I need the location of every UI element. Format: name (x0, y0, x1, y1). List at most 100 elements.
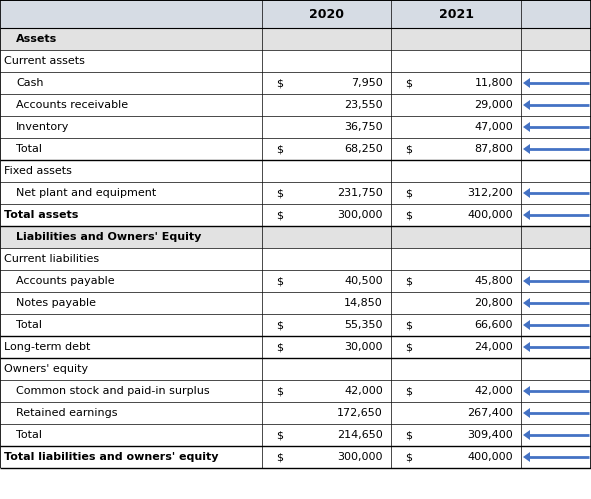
Bar (521, 402, 591, 424)
Bar (521, 446, 591, 468)
Text: Total liabilities and owners' equity: Total liabilities and owners' equity (4, 452, 219, 462)
Text: 309,400: 309,400 (467, 430, 513, 440)
Bar (521, 0, 591, 28)
Text: $: $ (276, 188, 283, 198)
Bar (391, 0, 521, 28)
Text: Assets: Assets (16, 34, 57, 44)
Bar (0, 424, 262, 446)
Text: 42,000: 42,000 (474, 386, 513, 396)
Bar (521, 380, 591, 402)
Polygon shape (523, 122, 530, 132)
Bar (0, 138, 262, 160)
Bar (391, 182, 521, 204)
Bar (0, 50, 262, 72)
Bar (391, 226, 521, 248)
Text: 40,500: 40,500 (345, 276, 383, 286)
Polygon shape (523, 342, 530, 352)
Bar (391, 72, 521, 94)
Text: $: $ (405, 342, 412, 352)
Text: Total: Total (16, 320, 42, 330)
Bar (521, 138, 591, 160)
Bar (262, 50, 391, 72)
Bar (262, 72, 391, 94)
Bar (0, 314, 262, 336)
Polygon shape (523, 78, 530, 88)
Text: Accounts payable: Accounts payable (16, 276, 115, 286)
Text: $: $ (405, 430, 412, 440)
Bar (521, 424, 591, 446)
Text: 29,000: 29,000 (474, 100, 513, 110)
Text: 400,000: 400,000 (467, 452, 513, 462)
Text: 23,550: 23,550 (345, 100, 383, 110)
Polygon shape (523, 100, 530, 110)
Bar (391, 204, 521, 226)
Bar (521, 314, 591, 336)
Text: Retained earnings: Retained earnings (16, 408, 118, 418)
Text: 231,750: 231,750 (337, 188, 383, 198)
Text: $: $ (276, 342, 283, 352)
Bar (391, 380, 521, 402)
Bar (262, 248, 391, 270)
Bar (262, 446, 391, 468)
Text: 30,000: 30,000 (345, 342, 383, 352)
Polygon shape (523, 320, 530, 330)
Text: 66,600: 66,600 (475, 320, 513, 330)
Text: $: $ (276, 452, 283, 462)
Bar (0, 160, 262, 182)
Text: Liabilities and Owners' Equity: Liabilities and Owners' Equity (16, 232, 202, 242)
Text: $: $ (405, 78, 412, 88)
Polygon shape (523, 386, 530, 396)
Text: $: $ (276, 430, 283, 440)
Text: 214,650: 214,650 (337, 430, 383, 440)
Bar (521, 182, 591, 204)
Text: Total: Total (16, 144, 42, 154)
Bar (521, 204, 591, 226)
Bar (521, 50, 591, 72)
Text: 2021: 2021 (439, 7, 473, 20)
Text: Owners' equity: Owners' equity (4, 364, 88, 374)
Bar (262, 424, 391, 446)
Text: 300,000: 300,000 (337, 452, 383, 462)
Text: 42,000: 42,000 (344, 386, 383, 396)
Bar (0, 270, 262, 292)
Polygon shape (523, 430, 530, 440)
Bar (391, 116, 521, 138)
Text: Cash: Cash (16, 78, 44, 88)
Polygon shape (523, 210, 530, 220)
Polygon shape (523, 188, 530, 198)
Text: $: $ (276, 210, 283, 220)
Polygon shape (523, 144, 530, 154)
Text: 312,200: 312,200 (467, 188, 513, 198)
Text: $: $ (405, 188, 412, 198)
Bar (0, 358, 262, 380)
Bar (521, 94, 591, 116)
Bar (391, 94, 521, 116)
Bar (391, 336, 521, 358)
Bar (262, 94, 391, 116)
Bar (262, 314, 391, 336)
Text: 68,250: 68,250 (344, 144, 383, 154)
Text: $: $ (405, 210, 412, 220)
Bar (521, 160, 591, 182)
Text: Inventory: Inventory (16, 122, 69, 132)
Text: $: $ (405, 386, 412, 396)
Bar (521, 226, 591, 248)
Text: $: $ (276, 320, 283, 330)
Polygon shape (523, 298, 530, 308)
Text: Current liabilities: Current liabilities (4, 254, 99, 264)
Polygon shape (523, 452, 530, 462)
Bar (0, 292, 262, 314)
Text: 300,000: 300,000 (337, 210, 383, 220)
Text: Current assets: Current assets (4, 56, 85, 66)
Bar (521, 358, 591, 380)
Text: 20,800: 20,800 (474, 298, 513, 308)
Bar (521, 292, 591, 314)
Bar (521, 270, 591, 292)
Bar (521, 336, 591, 358)
Text: 400,000: 400,000 (467, 210, 513, 220)
Text: Accounts receivable: Accounts receivable (16, 100, 128, 110)
Bar (0, 72, 262, 94)
Bar (262, 226, 391, 248)
Text: Notes payable: Notes payable (16, 298, 96, 308)
Bar (262, 0, 391, 28)
